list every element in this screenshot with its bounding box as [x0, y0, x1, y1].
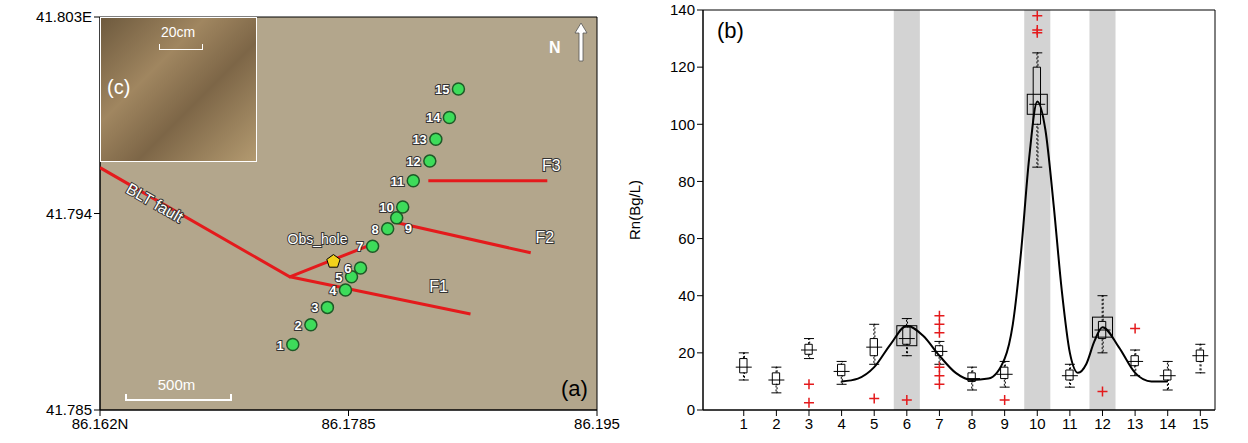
svg-text:8: 8	[371, 222, 378, 237]
svg-text:1: 1	[277, 338, 284, 353]
svg-text:11: 11	[391, 174, 405, 189]
svg-text:40: 40	[678, 287, 695, 304]
svg-text:6: 6	[344, 261, 351, 276]
svg-text:60: 60	[678, 230, 695, 247]
svg-text:4: 4	[329, 283, 337, 298]
svg-text:F1: F1	[429, 278, 448, 295]
html-text:20cm: 20cm	[161, 24, 196, 40]
svg-text:2: 2	[772, 415, 780, 432]
html-text:(b): (b)	[717, 18, 744, 43]
svg-text:6: 6	[903, 415, 911, 432]
svg-text:1: 1	[740, 415, 748, 432]
svg-text:5: 5	[335, 270, 342, 285]
svg-text:12: 12	[1094, 415, 1111, 432]
svg-text:F2: F2	[535, 229, 554, 246]
svg-text:10: 10	[379, 200, 393, 215]
svg-text:15: 15	[435, 82, 449, 97]
svg-text:120: 120	[670, 58, 695, 75]
html-text:N: N	[549, 39, 561, 56]
svg-text:80: 80	[678, 173, 695, 190]
svg-text:BLT fault: BLT fault	[123, 180, 186, 226]
svg-text:2: 2	[295, 318, 302, 333]
svg-text:Obs_hole: Obs_hole	[288, 231, 348, 247]
svg-text:7: 7	[356, 239, 363, 254]
svg-text:20: 20	[678, 344, 695, 361]
svg-text:86.1785: 86.1785	[321, 415, 375, 432]
svg-text:13: 13	[1127, 415, 1144, 432]
html-text:(c): (c)	[107, 76, 131, 98]
html-text:500m: 500m	[157, 376, 196, 393]
svg-text:7: 7	[935, 415, 943, 432]
svg-text:9: 9	[405, 221, 412, 236]
svg-text:14: 14	[1159, 415, 1176, 432]
svg-text:41.794: 41.794	[46, 205, 92, 222]
svg-text:9: 9	[1000, 415, 1008, 432]
svg-text:Rn(Bg/L): Rn(Bg/L)	[626, 180, 643, 240]
svg-text:14: 14	[426, 110, 441, 125]
svg-text:10: 10	[1029, 415, 1046, 432]
svg-text:12: 12	[406, 154, 420, 169]
svg-text:3: 3	[311, 300, 318, 315]
html-text:(a): (a)	[561, 376, 588, 401]
svg-text:8: 8	[968, 415, 976, 432]
svg-text:41.803E: 41.803E	[36, 8, 92, 25]
svg-text:F3: F3	[542, 157, 561, 174]
svg-text:11: 11	[1062, 415, 1078, 432]
svg-text:0: 0	[687, 401, 695, 418]
svg-text:86.195: 86.195	[574, 415, 620, 432]
svg-text:15: 15	[1192, 415, 1209, 432]
svg-text:140: 140	[670, 1, 695, 18]
svg-text:41.785: 41.785	[46, 401, 92, 418]
svg-text:100: 100	[670, 116, 695, 133]
svg-text:86.162N: 86.162N	[71, 414, 129, 432]
svg-text:13: 13	[412, 132, 426, 147]
svg-text:5: 5	[870, 415, 878, 432]
svg-text:3: 3	[805, 415, 813, 432]
svg-text:4: 4	[837, 415, 845, 432]
